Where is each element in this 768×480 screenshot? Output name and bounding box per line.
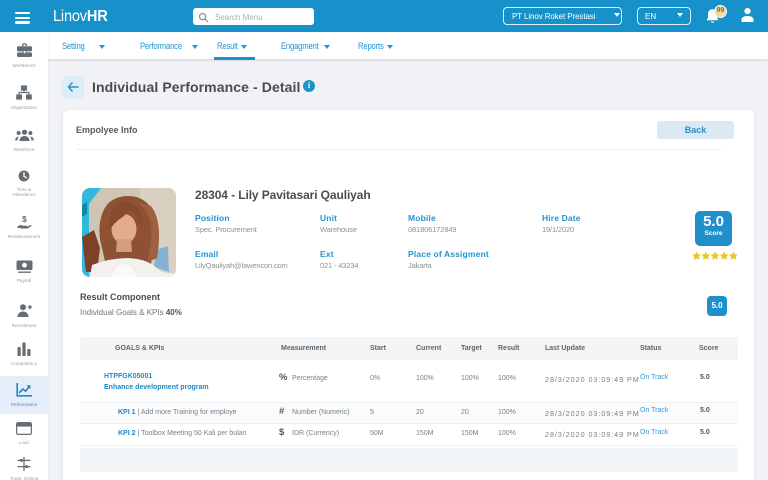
svg-text:$: $	[22, 215, 27, 224]
